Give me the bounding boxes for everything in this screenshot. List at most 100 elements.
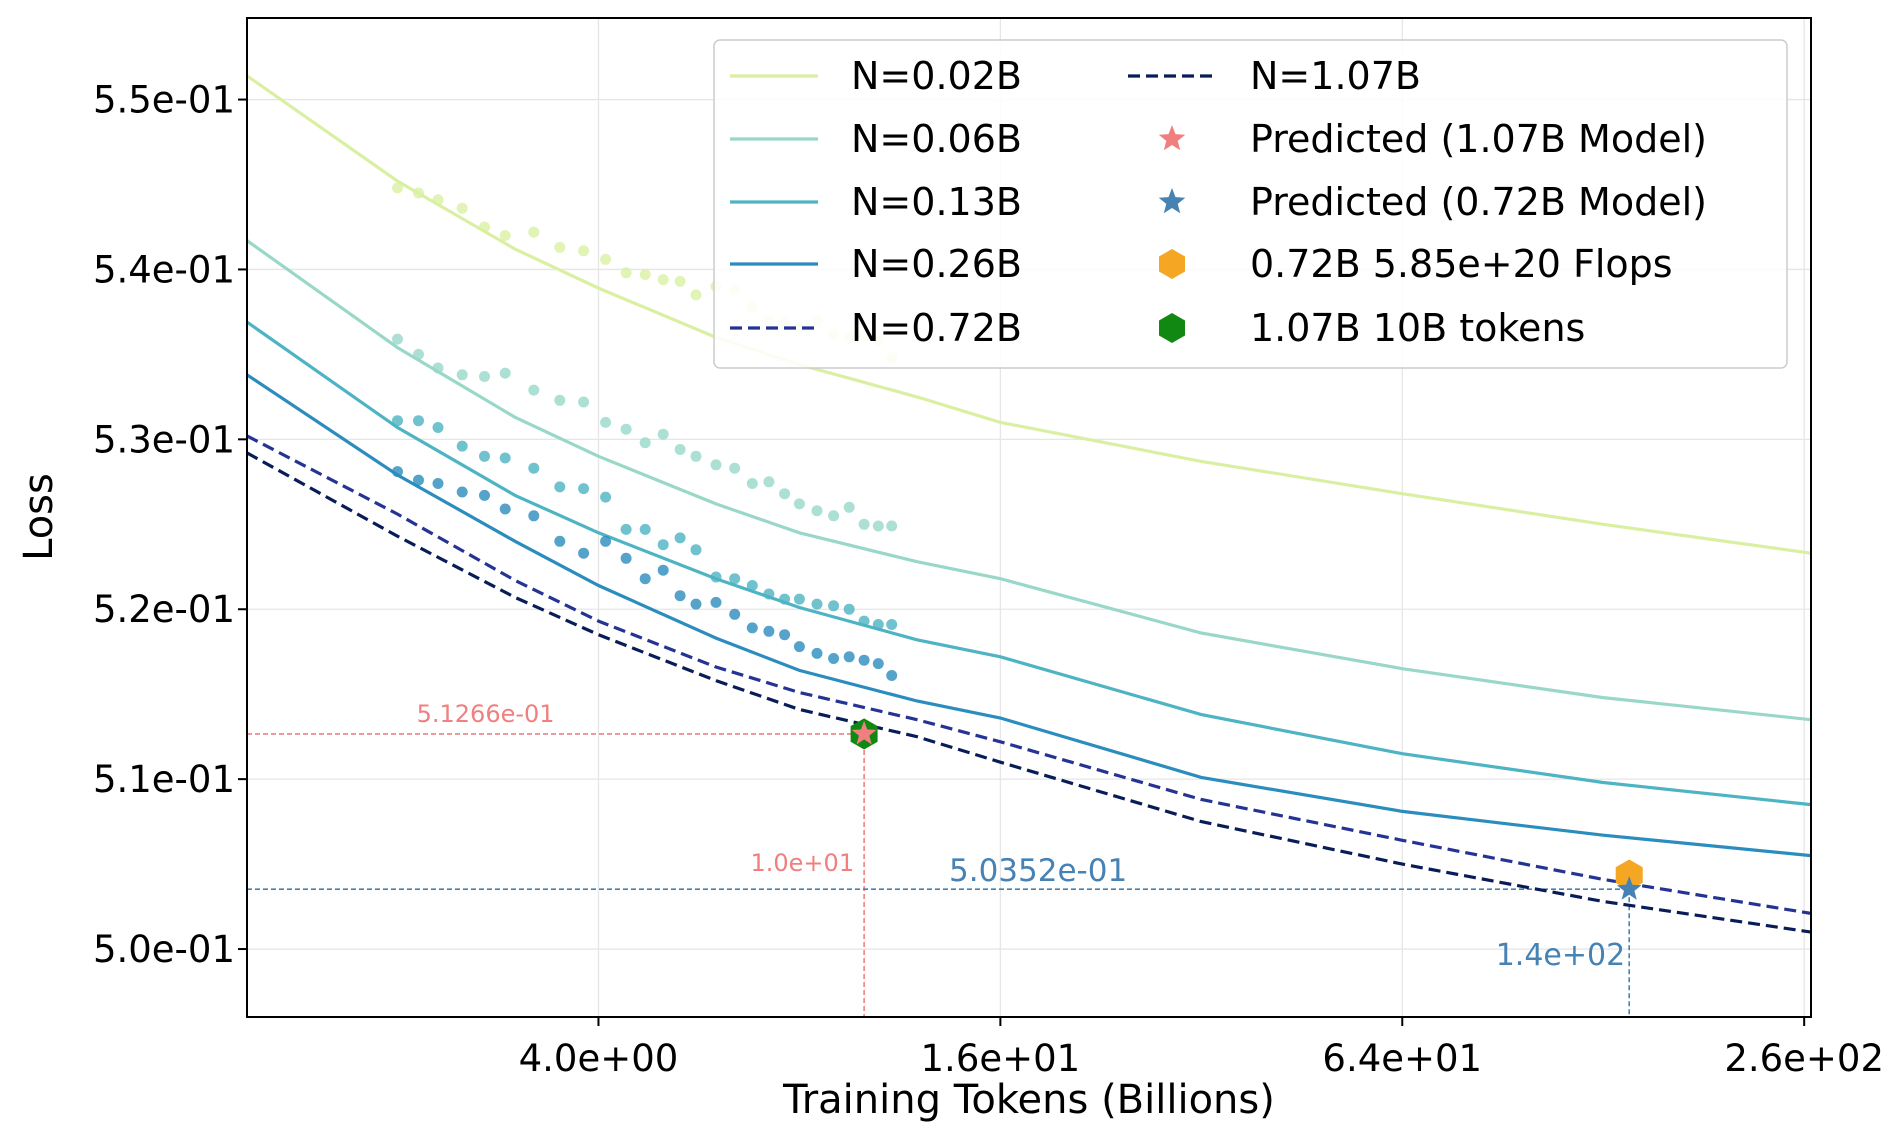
data-point [456,486,468,498]
legend-box [713,39,1788,369]
data-point [499,503,511,515]
legend-label: 1.07B 10B tokens [1250,306,1585,350]
data-point [600,491,612,503]
data-point [690,289,702,301]
series-line-1 [247,239,1811,722]
data-point [674,590,686,602]
data-point [499,367,511,379]
data-point [793,641,805,653]
data-point [729,573,741,585]
data-point [600,535,612,547]
legend-star-swatch [1158,188,1186,214]
data-point [528,226,540,238]
data-point [843,651,855,663]
plot-frame [246,17,1812,1018]
data-point [392,333,403,345]
data-point [432,478,444,489]
data-point [639,573,651,585]
data-point [886,520,898,532]
data-point [432,422,444,433]
legend-hexagon-swatch [1159,313,1185,343]
data-point [843,603,855,615]
series-line-3 [247,373,1811,858]
data-point [600,416,612,428]
y-axis-title: Loss [16,473,62,561]
data-point [432,194,444,206]
data-point [690,450,702,462]
data-point [479,371,490,382]
x-tick-label: 2.6e+02 [1724,1037,1884,1080]
data-point [858,518,870,530]
data-point [600,253,612,265]
data-point [710,459,722,471]
legend-label: N=1.07B [1250,54,1421,98]
data-point [499,452,511,464]
data-point [639,269,651,280]
data-point [729,462,741,474]
legend-label: N=0.13B [851,180,1022,224]
data-point [858,654,870,666]
legend-label: 0.72B 5.85e+20 Flops [1250,242,1673,286]
data-point [710,571,722,583]
data-point [554,481,566,493]
data-point [620,423,632,435]
data-point [392,182,403,194]
annotation-label: 5.1266e-01 [417,700,555,728]
data-point [793,593,805,605]
data-point [763,625,775,637]
annotation-label: 1.4e+02 [1496,938,1625,973]
data-point [811,505,823,517]
data-point [657,564,669,576]
data-point [479,221,490,233]
data-point [690,544,702,556]
x-tick-label: 6.4e+01 [1322,1037,1482,1080]
data-point [413,187,424,199]
legend-label: Predicted (0.72B Model) [1250,180,1707,224]
data-point [729,608,741,620]
data-point [828,653,840,664]
data-point [872,619,884,630]
data-point [779,488,791,500]
data-point [639,437,651,449]
data-point [657,539,669,551]
data-point [479,450,490,462]
y-tick-label: 5.5e-01 [93,79,235,122]
annotation-label: 1.0e+01 [751,849,855,877]
data-point [554,241,566,253]
data-point [763,588,775,600]
data-point [554,394,566,406]
legend-label: N=0.02B [851,54,1022,98]
markers [850,718,1643,900]
data-point [620,552,632,564]
data-point [710,596,722,608]
legend-hexagon-swatch [1159,249,1185,279]
data-point [413,415,424,427]
y-tick-label: 5.0e-01 [93,928,235,971]
y-tick-label: 5.2e-01 [93,588,235,631]
series-line-0 [247,74,1811,555]
legend-label: N=0.06B [851,117,1022,161]
data-point [456,440,468,452]
data-point [811,647,823,659]
y-tick-label: 5.1e-01 [93,758,235,801]
legend-label: N=0.26B [851,242,1022,286]
observed-points [392,182,898,681]
data-point [528,510,540,522]
y-tick-label: 5.3e-01 [93,418,235,461]
legend-label: Predicted (1.07B Model) [1250,117,1707,161]
data-point [456,369,468,381]
x-axis-ticks: 4.0e+00 1.6e+01 6.4e+01 2.6e+02 [519,1017,1884,1080]
data-point [793,498,805,510]
series-line-4 [247,434,1811,915]
data-point [746,622,758,634]
data-point [886,619,898,630]
data-point [674,275,686,287]
legend-star-swatch [1158,125,1186,151]
annotation-label: 5.0352e-01 [949,853,1127,889]
data-point [843,501,855,513]
data-point [763,476,775,488]
marker-star [1616,876,1642,900]
data-point [657,274,669,286]
data-point [674,444,686,455]
data-point [811,598,823,610]
